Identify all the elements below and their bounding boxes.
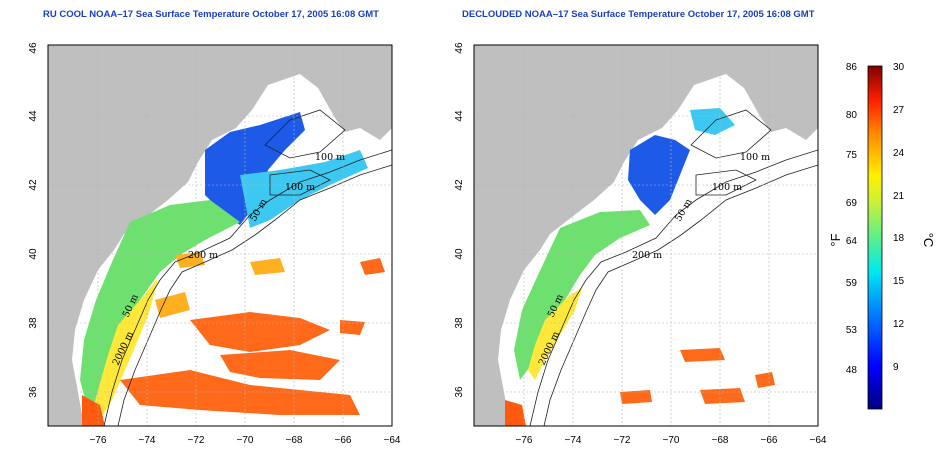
sst-offshore-amber [155,252,285,318]
lon-tick: −68 [712,435,729,446]
land-mass [48,45,392,426]
fahrenheit-tick: 86 [846,62,858,73]
colorbar-gradient [867,65,883,410]
lon-tick: −72 [614,435,631,446]
lon-axis: −76 −74 −72 −70 −68 −66 −64 [90,435,401,446]
celsius-tick: 24 [893,148,905,159]
graticule [474,45,818,426]
lon-tick: −72 [188,435,205,446]
lat-tick: 36 [454,386,465,398]
lon-tick: −66 [761,435,778,446]
sst-offshore-warm [120,258,385,415]
lat-tick: 44 [28,110,39,122]
contour-label-200m: 200 m [188,250,218,261]
left-map: 100 m 100 m 50 m 200 m 50 m 2000 m −76 −… [28,42,401,446]
lat-tick: 40 [454,248,465,260]
sst-shelf-green [514,210,650,380]
sst-cold-patch [628,135,690,215]
lat-tick: 36 [28,386,39,398]
lon-tick: −70 [663,435,680,446]
fahrenheit-tick: 69 [846,198,858,209]
map-border [473,44,819,427]
lon-tick: −74 [565,435,582,446]
colorbar: 86 80 75 69 64 59 53 48 30 27 24 21 18 1… [828,62,936,410]
lon-tick: −66 [335,435,352,446]
contour-label-100m-a: 100 m [315,152,345,163]
right-map-title: DECLOUDED NOAA–17 Sea Surface Temperatur… [462,9,815,20]
lat-tick: 42 [454,179,465,191]
fahrenheit-tick: 59 [846,278,858,289]
lon-tick: −76 [516,435,533,446]
lat-tick: 46 [28,42,39,54]
bathymetry-contours [529,109,818,426]
sst-south-warm [82,395,105,426]
sst-offshore-warm [620,348,775,404]
sst-shelf-yellow [90,278,158,420]
lat-tick: 42 [28,179,39,191]
sst-cool-patch [690,108,735,135]
left-map-title: RU COOL NOAA–17 Sea Surface Temperature … [43,9,379,20]
lon-tick: −74 [139,435,156,446]
map-border [47,44,393,427]
fahrenheit-tick: 80 [846,110,858,121]
fahrenheit-unit-label: °F [828,233,843,246]
lon-axis: −76 −74 −72 −70 −68 −66 −64 [516,435,827,446]
lat-tick: 40 [28,248,39,260]
celsius-tick: 21 [893,191,905,202]
celsius-tick: 30 [893,62,905,73]
celsius-unit-label: °C [921,233,936,248]
graticule [48,45,392,426]
lon-tick: −70 [237,435,254,446]
sst-shelf-yellow [528,288,582,380]
lat-tick: 38 [28,317,39,329]
lon-tick: −64 [810,435,827,446]
contour-label-100m-b: 100 m [285,182,315,193]
contour-label-100m-b: 100 m [712,182,742,193]
bathymetry-contours [103,109,392,426]
celsius-tick: 12 [893,319,905,330]
fahrenheit-scale: 86 80 75 69 64 59 53 48 [846,62,858,376]
celsius-tick: 15 [893,276,905,287]
fahrenheit-tick: 53 [846,325,858,336]
lat-tick: 44 [454,110,465,122]
lon-tick: −76 [90,435,107,446]
lat-tick: 46 [454,42,465,54]
celsius-tick: 27 [893,105,905,116]
fahrenheit-tick: 75 [846,150,858,161]
right-map: 100 m 100 m 50 m 200 m 50 m 2000 m −76 −… [454,42,827,446]
sst-cold-patch [205,112,305,225]
celsius-scale: 30 27 24 21 18 15 12 9 [893,62,905,373]
celsius-tick: 18 [893,233,905,244]
fahrenheit-tick: 64 [846,236,858,247]
lat-tick: 38 [454,317,465,329]
lat-axis: 36 38 40 42 44 46 [28,42,39,398]
lat-axis: 36 38 40 42 44 46 [454,42,465,398]
sst-south-warm [505,400,526,426]
fahrenheit-tick: 48 [846,365,858,376]
lon-tick: −68 [286,435,303,446]
map-content: 100 m 100 m 50 m 200 m 50 m 2000 m [48,45,392,426]
contour-label-200m: 200 m [632,250,662,261]
contour-label-100m-a: 100 m [740,152,770,163]
land-mass [474,45,818,426]
celsius-tick: 9 [893,362,899,373]
sst-shelf-green [80,200,240,410]
map-content: 100 m 100 m 50 m 200 m 50 m 2000 m [474,45,818,426]
lon-tick: −64 [384,435,401,446]
